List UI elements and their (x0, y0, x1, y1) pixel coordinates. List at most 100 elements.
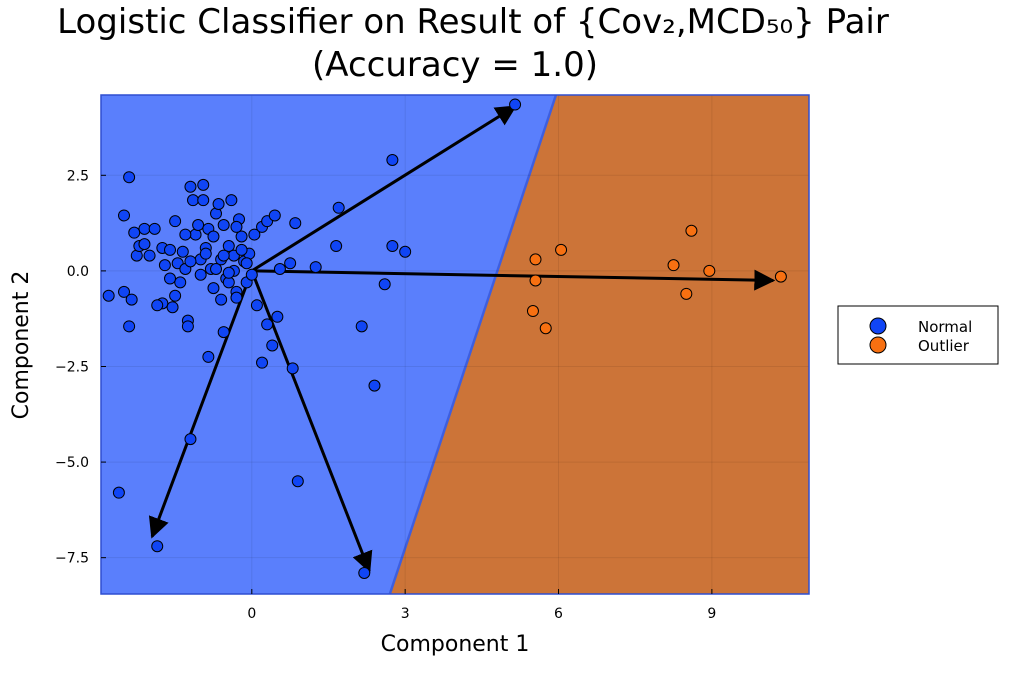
legend: Normal Outlier (837, 305, 999, 365)
data-points (102, 98, 787, 579)
normal-point (151, 299, 164, 312)
normal-point (169, 215, 182, 228)
normal-point (250, 299, 263, 312)
normal-point (184, 433, 197, 446)
normal-point (138, 238, 151, 251)
normal-point (330, 240, 343, 253)
normal-point (309, 261, 322, 274)
normal-point (273, 262, 286, 275)
outlier-point (774, 270, 787, 283)
outlier-point (680, 287, 693, 300)
outlier-point (555, 243, 568, 256)
normal-point (266, 339, 279, 352)
normal-point (118, 209, 131, 222)
normal-point (368, 379, 381, 392)
normal-point (332, 201, 345, 214)
plot-area (101, 95, 809, 594)
normal-point (284, 257, 297, 270)
legend-label-outlier: Outlier (918, 337, 970, 355)
normal-point (291, 475, 304, 488)
outlier-point (539, 322, 552, 335)
normal-point (187, 194, 200, 207)
chart-subtitle: (Accuracy = 1.0) (312, 45, 598, 85)
normal-point (176, 245, 189, 258)
normal-point (102, 289, 115, 302)
legend-box (837, 305, 999, 365)
y-axis-ticks: 2.5 0.0 −2.5 −5.0 −7.5 (55, 168, 106, 567)
normal-point (235, 243, 248, 256)
normal-point (286, 362, 299, 375)
normal-point (123, 171, 136, 184)
normal-point (197, 194, 210, 207)
x-axis-ticks: 0 3 6 9 (247, 589, 716, 622)
plot-frame (100, 94, 810, 595)
normal-point (125, 293, 138, 306)
normal-point (222, 240, 235, 253)
outlier-point (685, 224, 698, 237)
normal-point (207, 230, 220, 243)
decision-boundary (388, 95, 558, 594)
y-tick-label: 0.0 (67, 264, 89, 280)
outlier-region (389, 95, 809, 594)
normal-point (230, 291, 243, 304)
normal-point (386, 240, 399, 253)
normal-point (123, 320, 136, 333)
loading-arrow (251, 269, 776, 291)
normal-point (207, 282, 220, 295)
normal-point (184, 180, 197, 193)
normal-point (174, 276, 187, 289)
x-tick-label: 9 (707, 606, 716, 622)
outlier-point (529, 274, 542, 287)
outlier-point (667, 259, 680, 272)
normal-point (194, 268, 207, 281)
normal-point (271, 310, 284, 323)
legend-marker-normal (869, 317, 887, 335)
normal-point (509, 98, 522, 111)
chart-title: Logistic Classifier on Result of {Cov₂,M… (57, 2, 889, 42)
normal-point (112, 486, 125, 499)
gridlines (101, 95, 809, 594)
normal-point (148, 222, 161, 235)
normal-point (245, 268, 258, 281)
normal-point (143, 249, 156, 262)
y-tick-label: −7.5 (55, 551, 89, 567)
legend-marker-outlier (869, 336, 887, 354)
y-axis-label: Component 2 (9, 271, 34, 420)
normal-point (138, 222, 151, 235)
normal-point (181, 320, 194, 333)
normal-point (164, 243, 177, 256)
loading-arrow (148, 270, 254, 539)
normal-point (217, 326, 230, 339)
normal-point (399, 245, 412, 258)
normal-point (166, 301, 179, 314)
normal-point (289, 217, 302, 230)
x-tick-label: 0 (247, 606, 256, 622)
normal-point (215, 293, 228, 306)
normal-point (235, 230, 248, 243)
normal-point (184, 255, 197, 268)
legend-label-normal: Normal (918, 318, 972, 336)
normal-point (169, 289, 182, 302)
normal-point (248, 228, 261, 241)
y-tick-label: −5.0 (55, 455, 89, 471)
normal-point (268, 209, 281, 222)
normal-point (192, 219, 205, 232)
normal-point (197, 178, 210, 191)
loading-arrow (251, 105, 517, 273)
normal-point (225, 194, 238, 207)
outlier-point (529, 253, 542, 266)
normal-point (199, 247, 212, 260)
normal-point (158, 259, 171, 272)
normal-point (212, 197, 225, 210)
normal-point (210, 262, 223, 275)
x-tick-label: 6 (554, 606, 563, 622)
normal-point (355, 320, 368, 333)
normal-point (386, 154, 399, 167)
y-tick-label: −2.5 (55, 359, 89, 375)
normal-point (240, 257, 253, 270)
normal-point (217, 249, 230, 262)
normal-point (164, 272, 177, 285)
x-tick-label: 3 (401, 606, 410, 622)
normal-point (256, 356, 269, 369)
